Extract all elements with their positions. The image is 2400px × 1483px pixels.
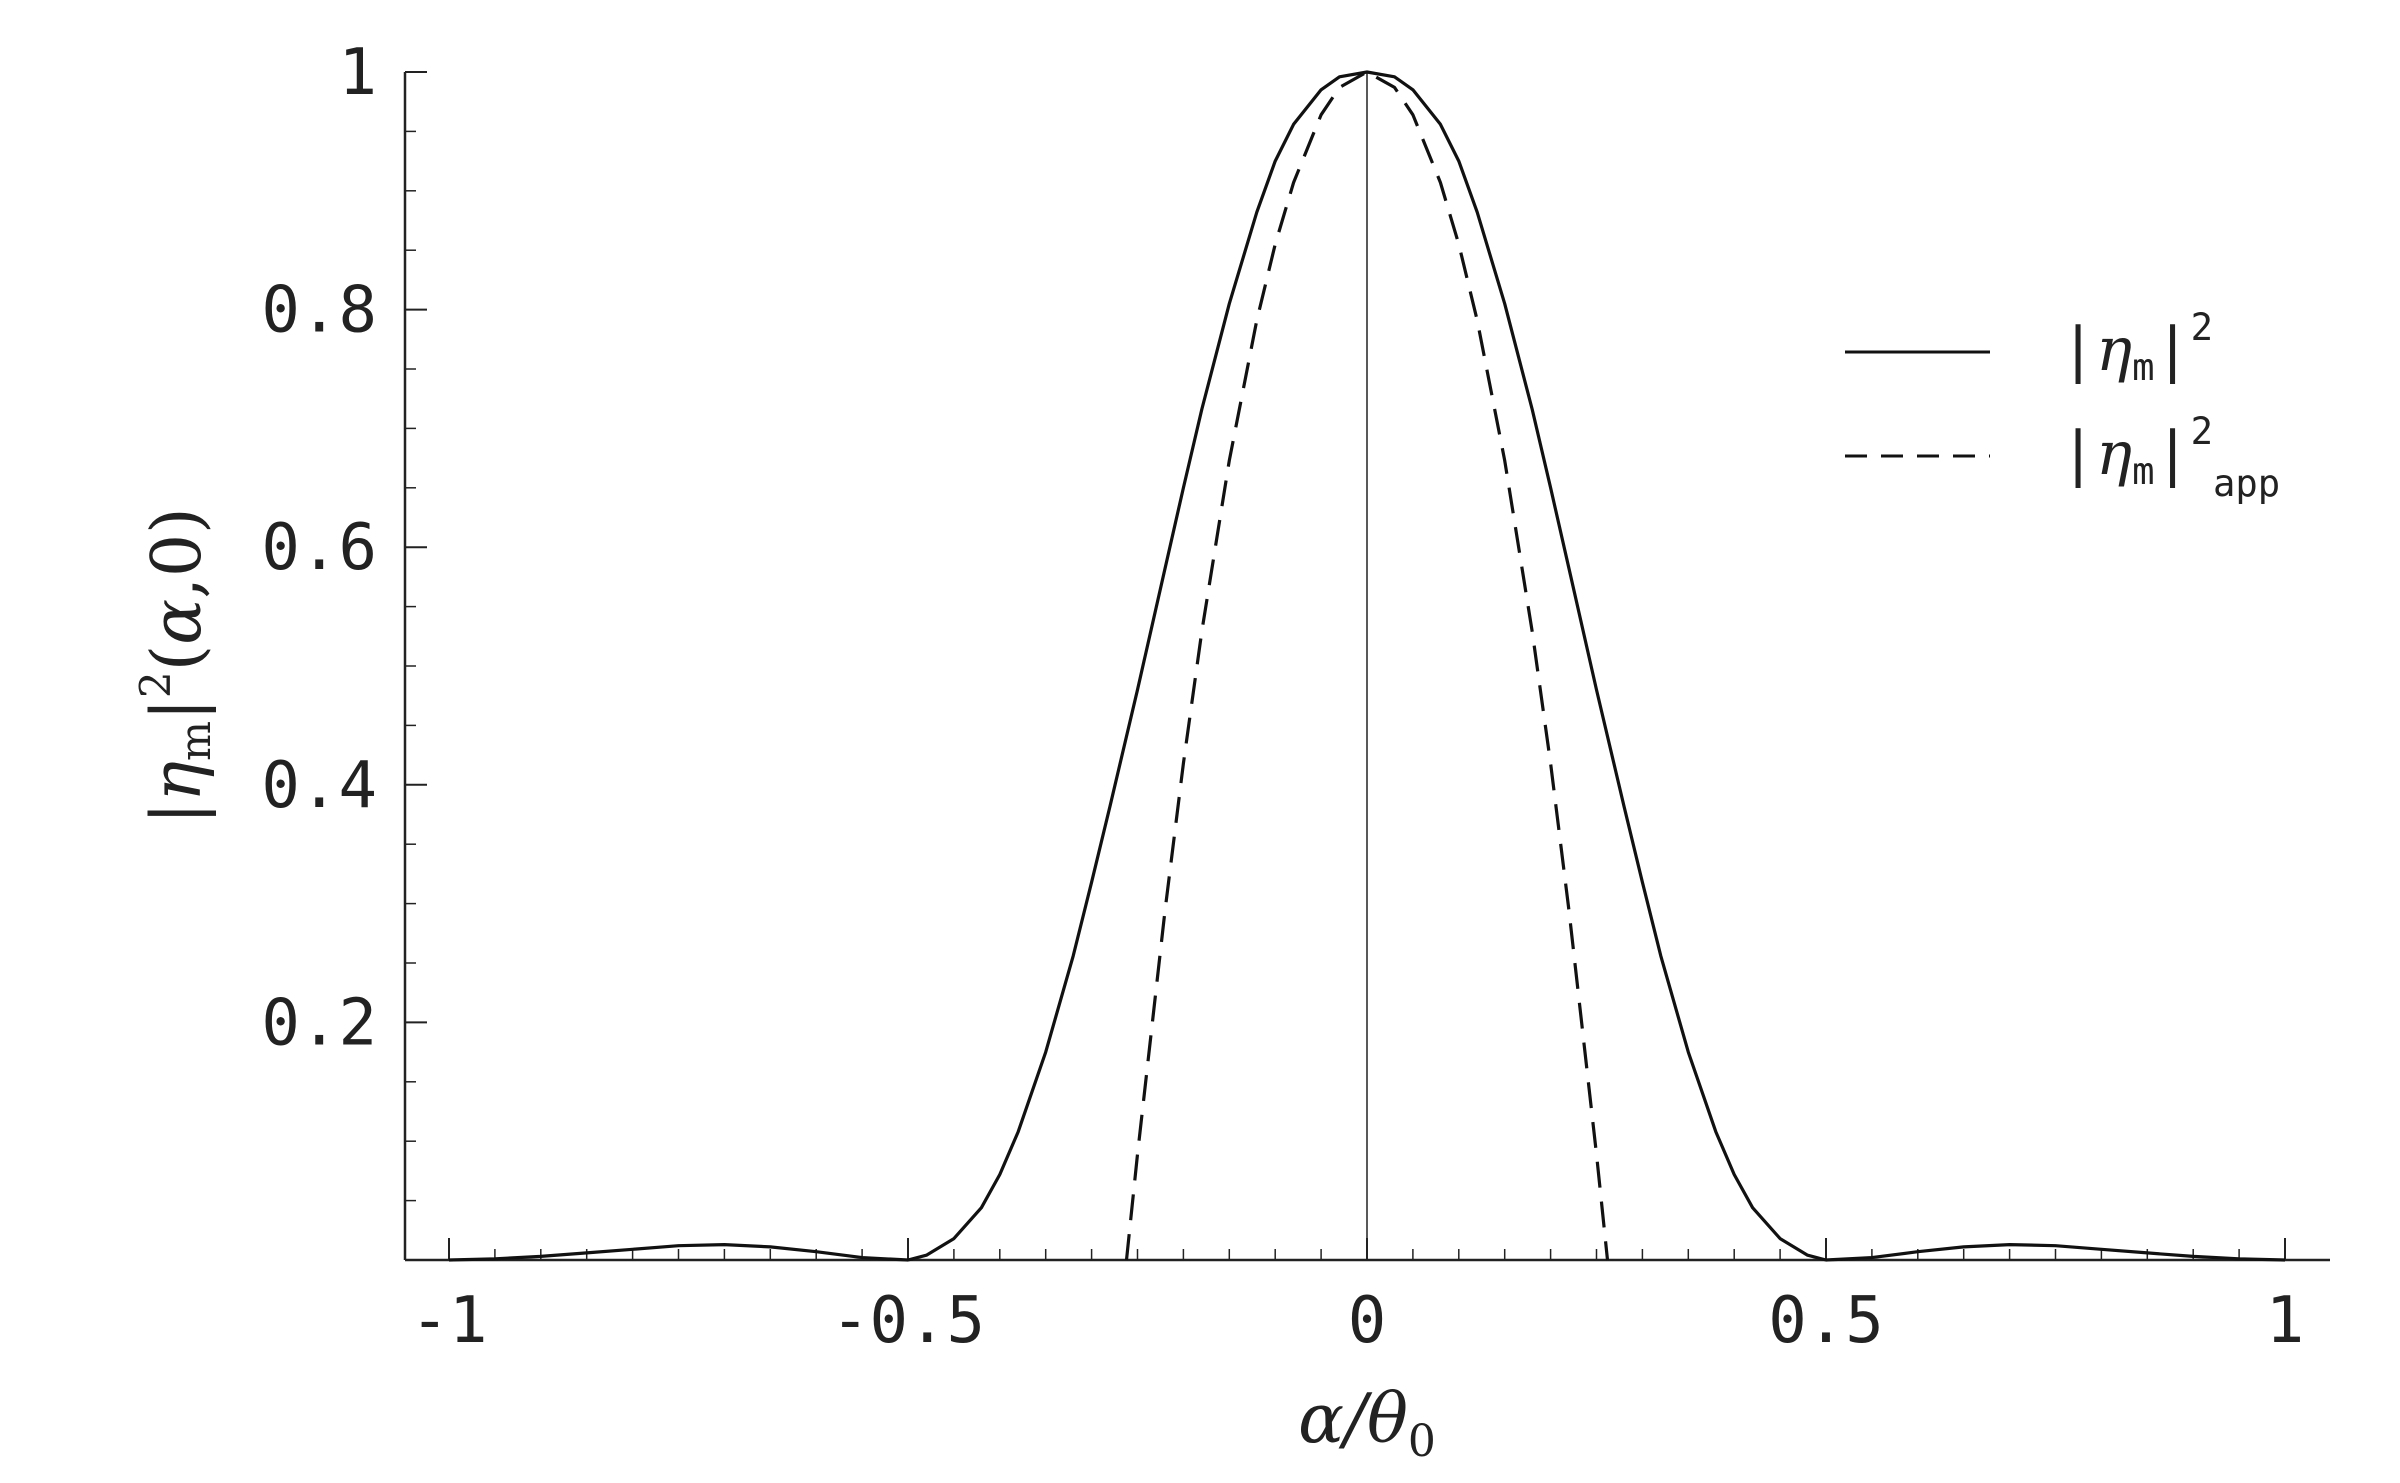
y-tick-label: 1 bbox=[338, 36, 377, 110]
x-tick-label: 0.5 bbox=[1768, 1284, 1884, 1358]
y-tick-label: 0.8 bbox=[261, 274, 377, 348]
x-tick-label: -1 bbox=[410, 1284, 487, 1358]
legend: |ηm|2 |ηm|2app bbox=[1845, 305, 2280, 505]
tick-labels: -1 -0.5 0 0.5 1 0.2 0.4 0.6 0.8 1 bbox=[261, 36, 2304, 1358]
x-axis-label: α/θ0 bbox=[1298, 1380, 1436, 1467]
y-tick-label: 0.6 bbox=[261, 511, 377, 585]
series-line-exact bbox=[448, 70, 2286, 1262]
y-tick-label: 0.2 bbox=[261, 986, 377, 1060]
legend-label-eta-m: |ηm|2 bbox=[2060, 305, 2213, 389]
x-tick-label: 1 bbox=[2266, 1284, 2305, 1358]
tick-marks bbox=[405, 71, 2286, 1260]
y-axis-label: |ηm|2(α,0) bbox=[131, 507, 220, 824]
legend-label-eta-m-app: |ηm|2app bbox=[2060, 409, 2280, 505]
x-tick-label: 0 bbox=[1348, 1284, 1387, 1358]
y-tick-label: 0.4 bbox=[261, 749, 377, 823]
x-tick-label: -0.5 bbox=[831, 1284, 985, 1358]
axes bbox=[403, 72, 2330, 1262]
series-group bbox=[448, 70, 2286, 1262]
